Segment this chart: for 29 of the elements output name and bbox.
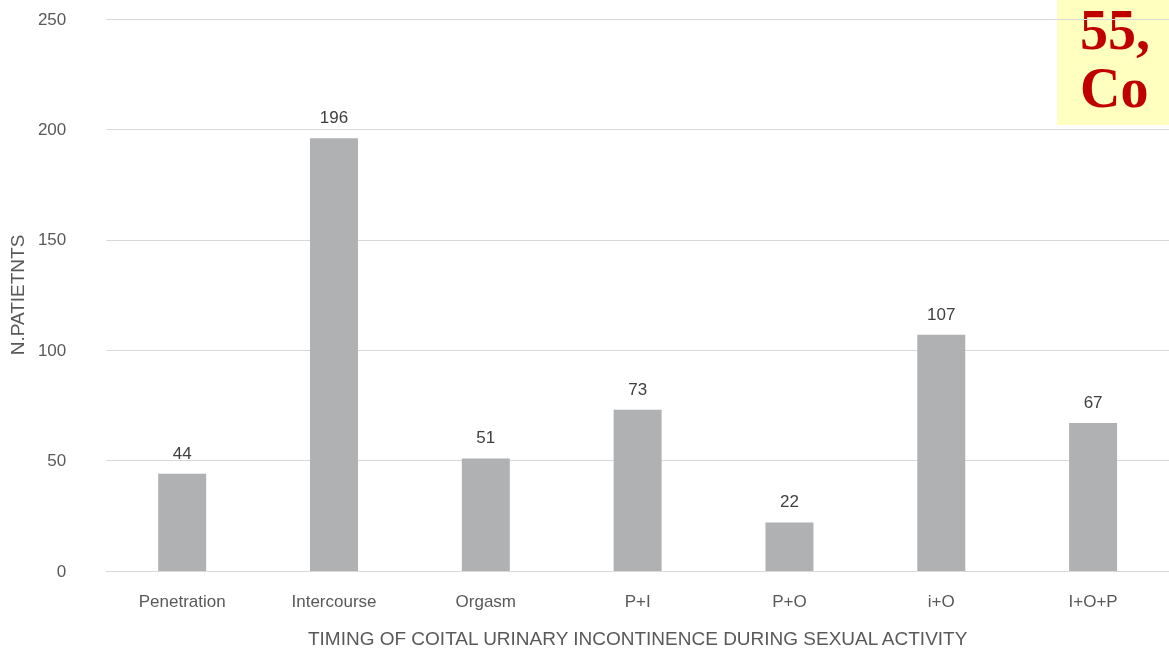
y-tick-label: 50 [47, 451, 67, 471]
data-label: 44 [172, 443, 192, 463]
x-tick-label: Penetration [138, 592, 226, 611]
bar [158, 473, 207, 571]
bar [461, 458, 510, 571]
x-tick-label: i+O [927, 592, 955, 611]
y-axis-title: N.PATIETNTS [7, 234, 28, 356]
data-label: 107 [927, 304, 956, 324]
y-tick-label: 0 [56, 561, 67, 581]
y-tick-label: 100 [37, 340, 67, 360]
x-tick-label: P+I [624, 592, 651, 611]
x-tick-label: Intercourse [291, 592, 377, 611]
bar [613, 409, 662, 571]
y-tick-label: 250 [37, 9, 67, 29]
data-label: 51 [476, 428, 496, 448]
x-tick-label: P+O [772, 592, 807, 611]
x-tick-label: Orgasm [455, 592, 517, 611]
bar [1069, 423, 1118, 571]
data-label: 196 [319, 108, 349, 128]
data-label: 22 [779, 492, 799, 512]
bar [765, 522, 814, 571]
data-label: 67 [1083, 393, 1103, 413]
y-tick-label: 150 [37, 230, 67, 250]
x-tick-label: I+O+P [1068, 592, 1118, 611]
data-label: 73 [628, 379, 648, 399]
bar [309, 138, 358, 571]
y-tick-label: 200 [37, 119, 67, 139]
x-axis-title: TIMING OF COITAL URINARY INCONTINENCE DURING SEXUAL ACTIVITY [307, 628, 968, 649]
bar [917, 334, 966, 571]
